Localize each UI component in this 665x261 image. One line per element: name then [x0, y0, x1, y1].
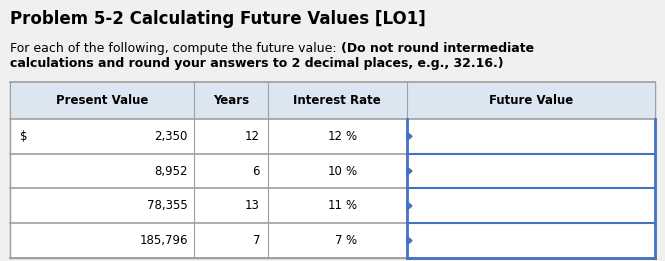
Text: (Do not round intermediate: (Do not round intermediate	[340, 42, 534, 55]
Text: 78,355: 78,355	[147, 199, 188, 212]
Text: 12: 12	[327, 130, 342, 143]
Text: %: %	[345, 165, 356, 177]
Polygon shape	[407, 201, 412, 210]
Text: Years: Years	[213, 94, 249, 107]
Text: 6: 6	[253, 165, 260, 177]
Text: %: %	[345, 234, 356, 247]
Text: %: %	[345, 130, 356, 143]
Text: 13: 13	[245, 199, 260, 212]
Text: 7: 7	[253, 234, 260, 247]
Text: Present Value: Present Value	[56, 94, 148, 107]
Polygon shape	[407, 132, 412, 141]
Text: 12: 12	[245, 130, 260, 143]
Polygon shape	[407, 167, 412, 176]
Bar	[10, 82, 655, 119]
Text: 185,796: 185,796	[140, 234, 188, 247]
Text: 11: 11	[327, 199, 342, 212]
Text: calculations and round your answers to 2 decimal places, e.g., 32.16.): calculations and round your answers to 2…	[10, 57, 503, 70]
Text: For each of the following, compute the future value:: For each of the following, compute the f…	[10, 42, 340, 55]
Text: 8,952: 8,952	[154, 165, 188, 177]
Text: %: %	[345, 199, 356, 212]
Text: Problem 5-2 Calculating Future Values [LO1]: Problem 5-2 Calculating Future Values [L…	[10, 10, 426, 28]
Text: 2,350: 2,350	[154, 130, 188, 143]
Text: $: $	[20, 130, 27, 143]
Bar	[10, 82, 655, 258]
Text: Future Value: Future Value	[489, 94, 573, 107]
Text: 10: 10	[327, 165, 342, 177]
Polygon shape	[407, 236, 412, 245]
Text: Interest Rate: Interest Rate	[293, 94, 381, 107]
Text: 7: 7	[335, 234, 342, 247]
